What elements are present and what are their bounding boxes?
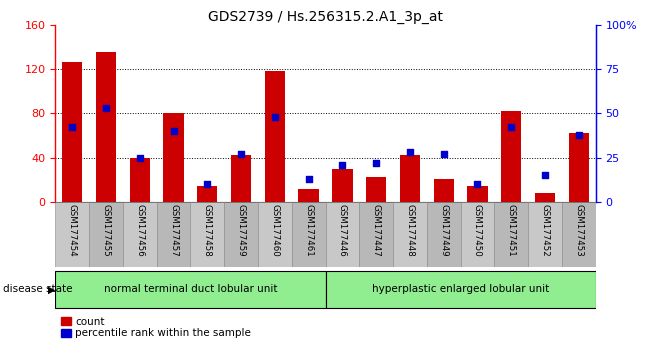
Text: disease state: disease state [3, 284, 73, 295]
Point [236, 151, 246, 157]
Bar [157, 202, 191, 267]
Bar [123, 202, 157, 267]
Text: GSM177446: GSM177446 [338, 204, 347, 257]
Point [135, 155, 145, 160]
Point [472, 181, 482, 187]
Point [405, 149, 415, 155]
Bar [562, 202, 596, 267]
Text: GSM177460: GSM177460 [270, 204, 279, 257]
Bar [494, 202, 528, 267]
Bar [393, 202, 427, 267]
Point [337, 162, 348, 167]
Text: GSM177452: GSM177452 [540, 204, 549, 257]
Bar [55, 271, 325, 308]
Text: GSM177448: GSM177448 [406, 204, 415, 257]
Text: GSM177461: GSM177461 [304, 204, 313, 257]
Text: GSM177453: GSM177453 [574, 204, 583, 257]
Bar [191, 202, 224, 267]
Text: GSM177451: GSM177451 [506, 204, 516, 257]
Text: normal terminal duct lobular unit: normal terminal duct lobular unit [104, 284, 277, 295]
Bar [569, 133, 589, 202]
Bar [62, 62, 82, 202]
Bar [231, 155, 251, 202]
Text: GSM177454: GSM177454 [68, 204, 77, 257]
Point [506, 125, 516, 130]
Point [67, 125, 77, 130]
Bar [535, 193, 555, 202]
Bar [467, 186, 488, 202]
Bar [130, 158, 150, 202]
Bar [89, 202, 123, 267]
Title: GDS2739 / Hs.256315.2.A1_3p_at: GDS2739 / Hs.256315.2.A1_3p_at [208, 10, 443, 24]
Point [540, 172, 550, 178]
Bar [292, 202, 326, 267]
Bar [366, 177, 386, 202]
Bar [197, 186, 217, 202]
Bar [359, 202, 393, 267]
Text: GSM177455: GSM177455 [102, 204, 111, 257]
Text: GSM177459: GSM177459 [236, 204, 245, 257]
Bar [299, 188, 319, 202]
Bar [326, 271, 596, 308]
Point [574, 132, 584, 137]
Text: hyperplastic enlarged lobular unit: hyperplastic enlarged lobular unit [372, 284, 549, 295]
Legend: count, percentile rank within the sample: count, percentile rank within the sample [61, 317, 251, 338]
Bar [265, 71, 285, 202]
Bar [400, 155, 420, 202]
Text: GSM177450: GSM177450 [473, 204, 482, 257]
Bar [326, 202, 359, 267]
Point [101, 105, 111, 111]
Point [169, 128, 179, 134]
Text: GSM177449: GSM177449 [439, 204, 448, 257]
Text: GSM177456: GSM177456 [135, 204, 145, 257]
Bar [461, 202, 494, 267]
Point [202, 181, 212, 187]
Bar [258, 202, 292, 267]
Text: GSM177447: GSM177447 [372, 204, 381, 257]
Point [303, 176, 314, 182]
Bar [163, 113, 184, 202]
Point [270, 114, 280, 120]
Bar [434, 178, 454, 202]
Bar [224, 202, 258, 267]
Point [371, 160, 381, 166]
Bar [55, 202, 89, 267]
Text: GSM177457: GSM177457 [169, 204, 178, 257]
Bar [528, 202, 562, 267]
Bar [427, 202, 461, 267]
Text: ▶: ▶ [48, 284, 55, 295]
Text: GSM177458: GSM177458 [203, 204, 212, 257]
Bar [332, 169, 353, 202]
Bar [96, 52, 116, 202]
Bar [501, 111, 521, 202]
Point [439, 151, 449, 157]
